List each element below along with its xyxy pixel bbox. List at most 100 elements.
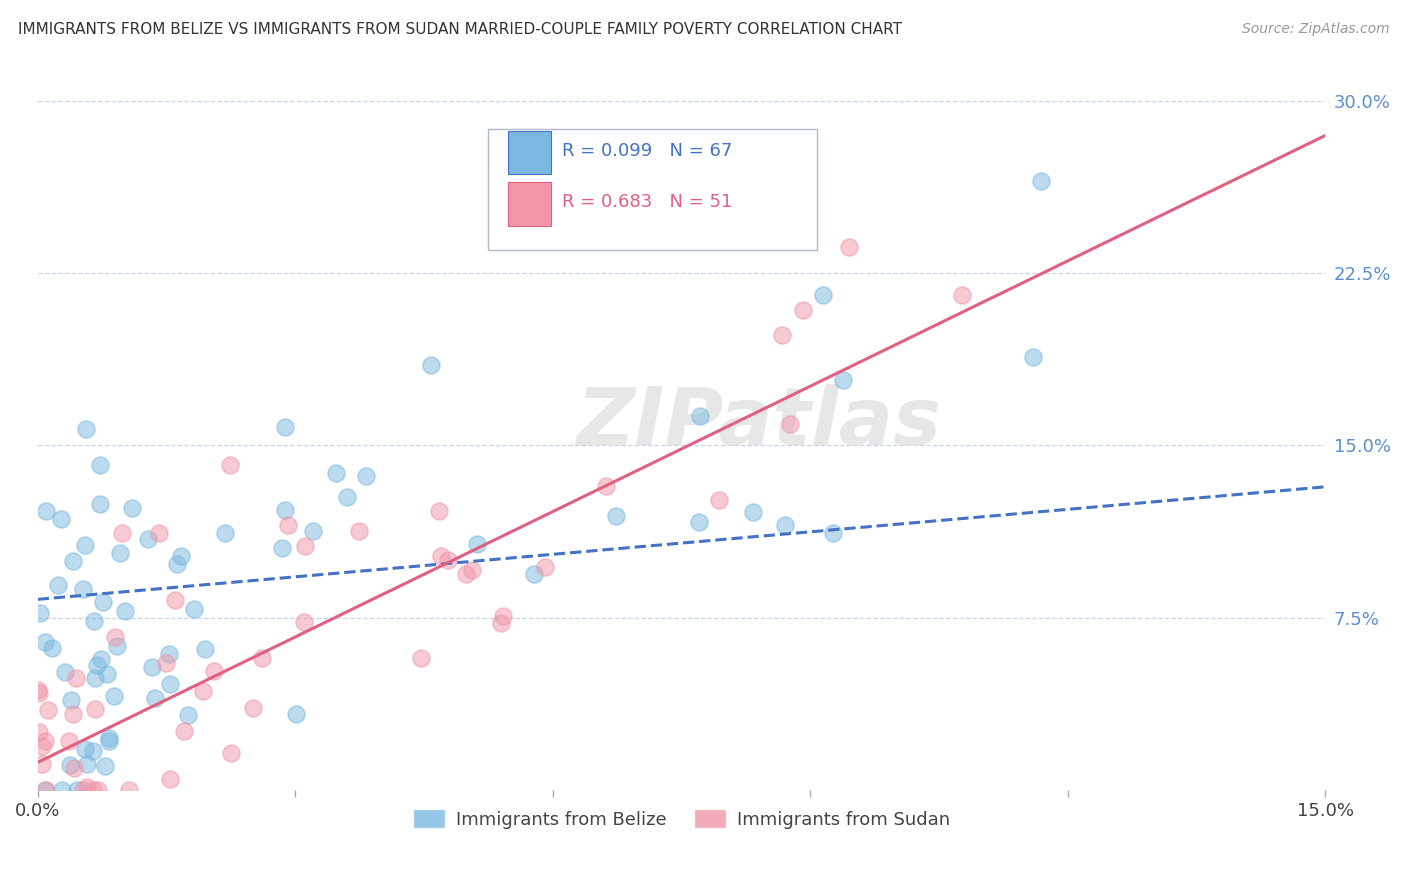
Point	[356, 468, 378, 483]
Point	[37, 703, 59, 717]
Point	[177, 707, 200, 722]
Point	[821, 526, 844, 541]
Point	[688, 515, 710, 529]
Point	[419, 358, 441, 372]
Point	[41, 641, 63, 656]
Point	[689, 409, 711, 424]
Point	[775, 518, 797, 533]
Point	[595, 479, 617, 493]
Point	[838, 240, 860, 254]
Point	[75, 422, 97, 436]
Point	[492, 609, 515, 624]
Point	[250, 651, 273, 665]
Point	[34, 783, 56, 797]
Point	[159, 677, 181, 691]
Point	[51, 783, 73, 797]
Point	[204, 664, 226, 678]
Point	[349, 524, 371, 538]
Point	[83, 702, 105, 716]
Point	[51, 512, 73, 526]
FancyBboxPatch shape	[508, 131, 551, 174]
Point	[709, 493, 731, 508]
Point	[75, 742, 97, 756]
Point	[31, 739, 53, 753]
Text: Source: ZipAtlas.com: Source: ZipAtlas.com	[1241, 22, 1389, 37]
Point	[155, 656, 177, 670]
Point	[194, 642, 217, 657]
Point	[82, 744, 104, 758]
Point	[143, 691, 166, 706]
Point	[105, 639, 128, 653]
Point	[136, 532, 159, 546]
Point	[53, 665, 76, 679]
Point	[221, 746, 243, 760]
Point	[173, 723, 195, 738]
Point	[605, 509, 627, 524]
Point	[72, 783, 94, 797]
Point	[427, 503, 450, 517]
Point	[285, 706, 308, 721]
Point	[465, 537, 488, 551]
Point	[191, 684, 214, 698]
Point	[87, 783, 110, 797]
Point	[108, 546, 131, 560]
Text: IMMIGRANTS FROM BELIZE VS IMMIGRANTS FROM SUDAN MARRIED-COUPLE FAMILY POVERTY CO: IMMIGRANTS FROM BELIZE VS IMMIGRANTS FRO…	[18, 22, 903, 37]
Point	[114, 604, 136, 618]
Point	[65, 783, 87, 797]
Point	[72, 582, 94, 596]
Point	[28, 725, 51, 739]
Point	[34, 635, 56, 649]
Point	[792, 302, 814, 317]
Point	[91, 595, 114, 609]
Point	[166, 558, 188, 572]
Point	[811, 287, 834, 301]
Point	[89, 458, 111, 473]
Point	[832, 373, 855, 387]
Point	[489, 615, 512, 630]
Point	[270, 541, 292, 555]
Point	[65, 671, 87, 685]
Point	[34, 733, 56, 747]
Point	[84, 672, 107, 686]
Point	[93, 759, 115, 773]
Point	[90, 652, 112, 666]
Point	[63, 761, 86, 775]
Point	[214, 525, 236, 540]
Point	[219, 458, 242, 472]
Point	[1022, 350, 1045, 364]
Point	[28, 686, 51, 700]
Point	[104, 630, 127, 644]
Point	[302, 524, 325, 539]
Point	[58, 734, 80, 748]
Point	[950, 288, 973, 302]
Point	[534, 560, 557, 574]
Point	[159, 772, 181, 786]
Point	[292, 615, 315, 630]
Point	[779, 417, 801, 432]
Point	[35, 783, 58, 797]
Point	[461, 563, 484, 577]
Point	[274, 420, 297, 434]
Point	[46, 578, 69, 592]
Point	[436, 553, 458, 567]
Point	[165, 593, 187, 607]
Point	[456, 566, 478, 581]
FancyBboxPatch shape	[488, 128, 817, 250]
Point	[96, 667, 118, 681]
Point	[242, 700, 264, 714]
Point	[73, 538, 96, 552]
Point	[274, 503, 297, 517]
Point	[103, 690, 125, 704]
Text: ZIPatlas: ZIPatlas	[576, 384, 941, 461]
Point	[27, 683, 49, 698]
Point	[62, 554, 84, 568]
Point	[325, 466, 347, 480]
Point	[742, 504, 765, 518]
Point	[62, 706, 84, 721]
Point	[111, 526, 134, 541]
Point	[183, 602, 205, 616]
Point	[157, 647, 180, 661]
Point	[141, 660, 163, 674]
Legend: Immigrants from Belize, Immigrants from Sudan: Immigrants from Belize, Immigrants from …	[405, 802, 957, 836]
Point	[76, 780, 98, 794]
